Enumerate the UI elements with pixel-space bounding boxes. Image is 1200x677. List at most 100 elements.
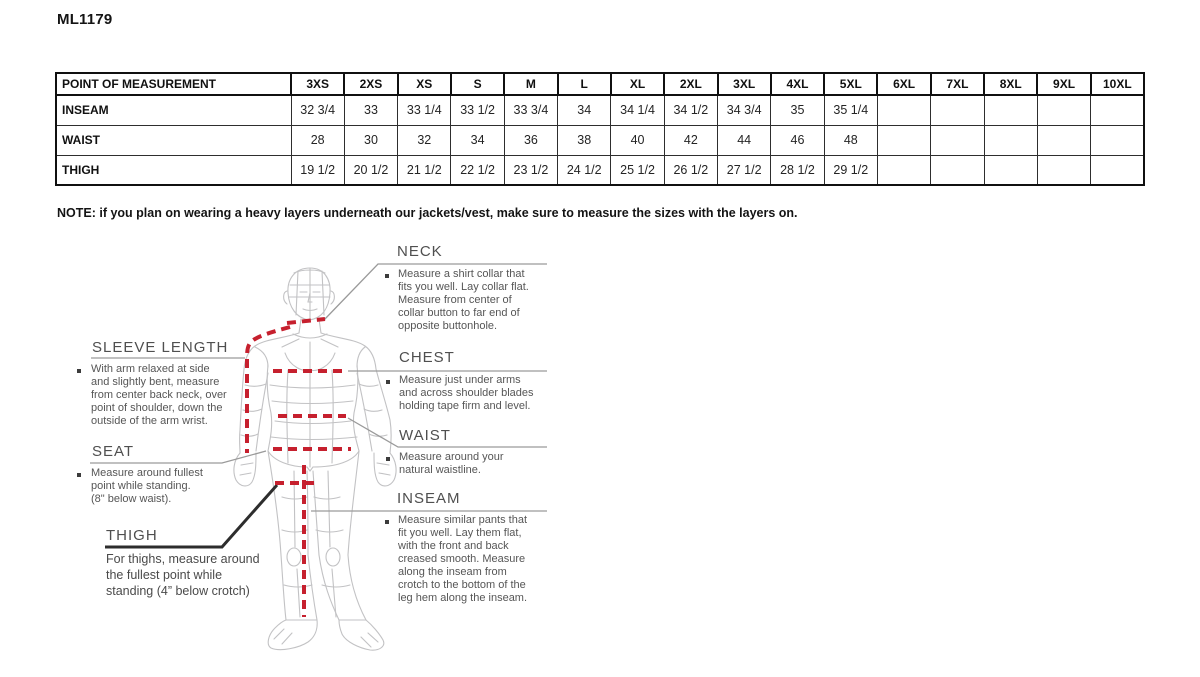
measurement-cell bbox=[1090, 154, 1145, 186]
chest-label: CHEST bbox=[399, 349, 455, 366]
col-header-size: S bbox=[449, 72, 506, 96]
thigh-label: THIGH bbox=[106, 527, 158, 544]
col-header-size: 10XL bbox=[1089, 72, 1146, 96]
measurement-cell: 23 1/2 bbox=[503, 154, 559, 186]
measurement-cell: 34 1/2 bbox=[663, 94, 719, 126]
page-title: ML1179 bbox=[57, 11, 113, 28]
col-header-size: 7XL bbox=[929, 72, 986, 96]
waist-bullet-icon bbox=[386, 457, 390, 461]
col-header-size: 2XL bbox=[663, 72, 719, 96]
table-row: THIGH 19 1/2 20 1/2 21 1/2 22 1/2 23 1/2 24 1/… bbox=[55, 154, 1145, 186]
col-header-size: 6XL bbox=[876, 72, 932, 96]
inseam-label: INSEAM bbox=[397, 490, 461, 507]
measurement-cell bbox=[983, 94, 1038, 126]
measurement-cell bbox=[876, 124, 932, 156]
sleeve-length-bullet-icon bbox=[77, 369, 81, 373]
measurement-cell: 33 bbox=[343, 94, 399, 126]
measurement-cell bbox=[1036, 94, 1092, 126]
row-label: THIGH bbox=[55, 154, 292, 186]
measurement-cell: 33 3/4 bbox=[503, 94, 559, 126]
col-header-size: 3XL bbox=[716, 72, 772, 96]
sleeve-length-description: With arm relaxed at side and slightly be… bbox=[91, 363, 227, 427]
seat-description: Measure around fullest point while stand… bbox=[91, 467, 203, 505]
waist-leader-line bbox=[347, 417, 547, 448]
seat-leader-line bbox=[90, 450, 267, 464]
col-header-size: 4XL bbox=[769, 72, 826, 96]
measurement-cell: 22 1/2 bbox=[450, 154, 505, 186]
measurement-cell: 38 bbox=[557, 124, 612, 156]
measurement-cell: 25 1/2 bbox=[610, 154, 665, 186]
thigh-description: For thighs, measure around the fullest p… bbox=[106, 552, 260, 598]
measurement-cell: 35 bbox=[770, 94, 825, 126]
col-header-size: XL bbox=[609, 72, 666, 96]
chest-bullet-icon bbox=[386, 380, 390, 384]
measurement-cell: 26 1/2 bbox=[663, 154, 719, 186]
measurement-cell: 40 bbox=[610, 124, 665, 156]
measurement-cell bbox=[1036, 154, 1092, 186]
measurement-cell bbox=[930, 124, 985, 156]
measurement-cell: 33 1/2 bbox=[450, 94, 505, 126]
measurement-cell bbox=[876, 154, 932, 186]
measurement-cell: 34 bbox=[557, 94, 612, 126]
measurement-cell: 34 3/4 bbox=[716, 94, 772, 126]
seat-label: SEAT bbox=[92, 443, 135, 460]
label-leader-lines bbox=[90, 263, 547, 512]
waist-label: WAIST bbox=[399, 427, 451, 444]
note-text: NOTE: if you plan on wearing a heavy lay… bbox=[57, 206, 798, 220]
measurement-cell: 30 bbox=[343, 124, 399, 156]
measurement-cell: 33 1/4 bbox=[397, 94, 452, 126]
neck-label: NECK bbox=[397, 243, 443, 260]
measurement-cell: 20 1/2 bbox=[343, 154, 399, 186]
measurement-cell bbox=[930, 94, 985, 126]
neck-leader-line bbox=[323, 263, 547, 321]
col-header-size: 3XS bbox=[289, 72, 346, 96]
body-measurement-diagram bbox=[90, 263, 547, 651]
measurement-cell: 36 bbox=[503, 124, 559, 156]
measurement-cell: 34 bbox=[450, 124, 505, 156]
col-header-size: XS bbox=[396, 72, 452, 96]
measurement-cell: 19 1/2 bbox=[290, 154, 345, 186]
size-table-head: POINT OF MEASUREMENT 3XS 2XS XS S M L XL 2XL 3XL 4… bbox=[55, 72, 1146, 96]
col-header-size: 5XL bbox=[823, 72, 879, 96]
measurement-dash-lines bbox=[245, 317, 351, 617]
measurement-cell bbox=[1090, 124, 1145, 156]
measurement-cell: 46 bbox=[770, 124, 825, 156]
col-header-size: 2XS bbox=[343, 72, 399, 96]
size-table-body: INSEAM 32 3/4 33 33 1/4 33 1/2 33 3/4 34 34 1/4… bbox=[55, 94, 1145, 186]
row-label: INSEAM bbox=[55, 94, 292, 126]
neck-measure-line bbox=[286, 317, 326, 325]
waist-description: Measure around your natural waistline. bbox=[399, 451, 504, 476]
inseam-bullet-icon bbox=[385, 520, 389, 524]
measurement-cell: 28 1/2 bbox=[770, 154, 825, 186]
col-header-size: M bbox=[503, 72, 559, 96]
measurement-cell: 24 1/2 bbox=[557, 154, 612, 186]
col-header-size: 9XL bbox=[1036, 72, 1092, 96]
col-header-point-of-measurement: POINT OF MEASUREMENT bbox=[55, 72, 292, 96]
measurement-cell: 21 1/2 bbox=[397, 154, 452, 186]
inseam-description: Measure similar pants that fit you well.… bbox=[398, 514, 528, 604]
chest-description: Measure just under arms and across shoul… bbox=[399, 374, 534, 412]
table-row: INSEAM 32 3/4 33 33 1/4 33 1/2 33 3/4 34 34 1/4… bbox=[55, 94, 1145, 126]
thigh-leader-line bbox=[105, 484, 279, 549]
table-row: WAIST 28 30 32 34 36 38 40 42 44 46 48 bbox=[55, 124, 1145, 156]
measurement-cell: 42 bbox=[663, 124, 719, 156]
col-header-size: 8XL bbox=[983, 72, 1039, 96]
measurement-cell: 28 bbox=[290, 124, 345, 156]
measurement-cell bbox=[930, 154, 985, 186]
body-wireframe-figure bbox=[233, 267, 397, 651]
measurement-cell: 27 1/2 bbox=[716, 154, 772, 186]
measurement-cell bbox=[983, 124, 1038, 156]
col-header-size: L bbox=[556, 72, 612, 96]
measurement-cell bbox=[1036, 124, 1092, 156]
size-table: POINT OF MEASUREMENT 3XS 2XS XS S M L XL 2XL 3XL 4… bbox=[55, 72, 1146, 186]
size-table-header-row: POINT OF MEASUREMENT 3XS 2XS XS S M L XL 2XL 3XL 4… bbox=[55, 72, 1146, 96]
measurement-cell: 32 bbox=[397, 124, 452, 156]
measurement-cell bbox=[876, 94, 932, 126]
measurement-cell: 29 1/2 bbox=[823, 154, 878, 186]
neck-description: Measure a shirt collar that fits you wel… bbox=[398, 268, 529, 332]
measurement-cell bbox=[1090, 94, 1145, 126]
measurement-cell: 44 bbox=[716, 124, 772, 156]
sleeve-measure-line bbox=[245, 325, 291, 453]
measurement-cell: 32 3/4 bbox=[290, 94, 345, 126]
